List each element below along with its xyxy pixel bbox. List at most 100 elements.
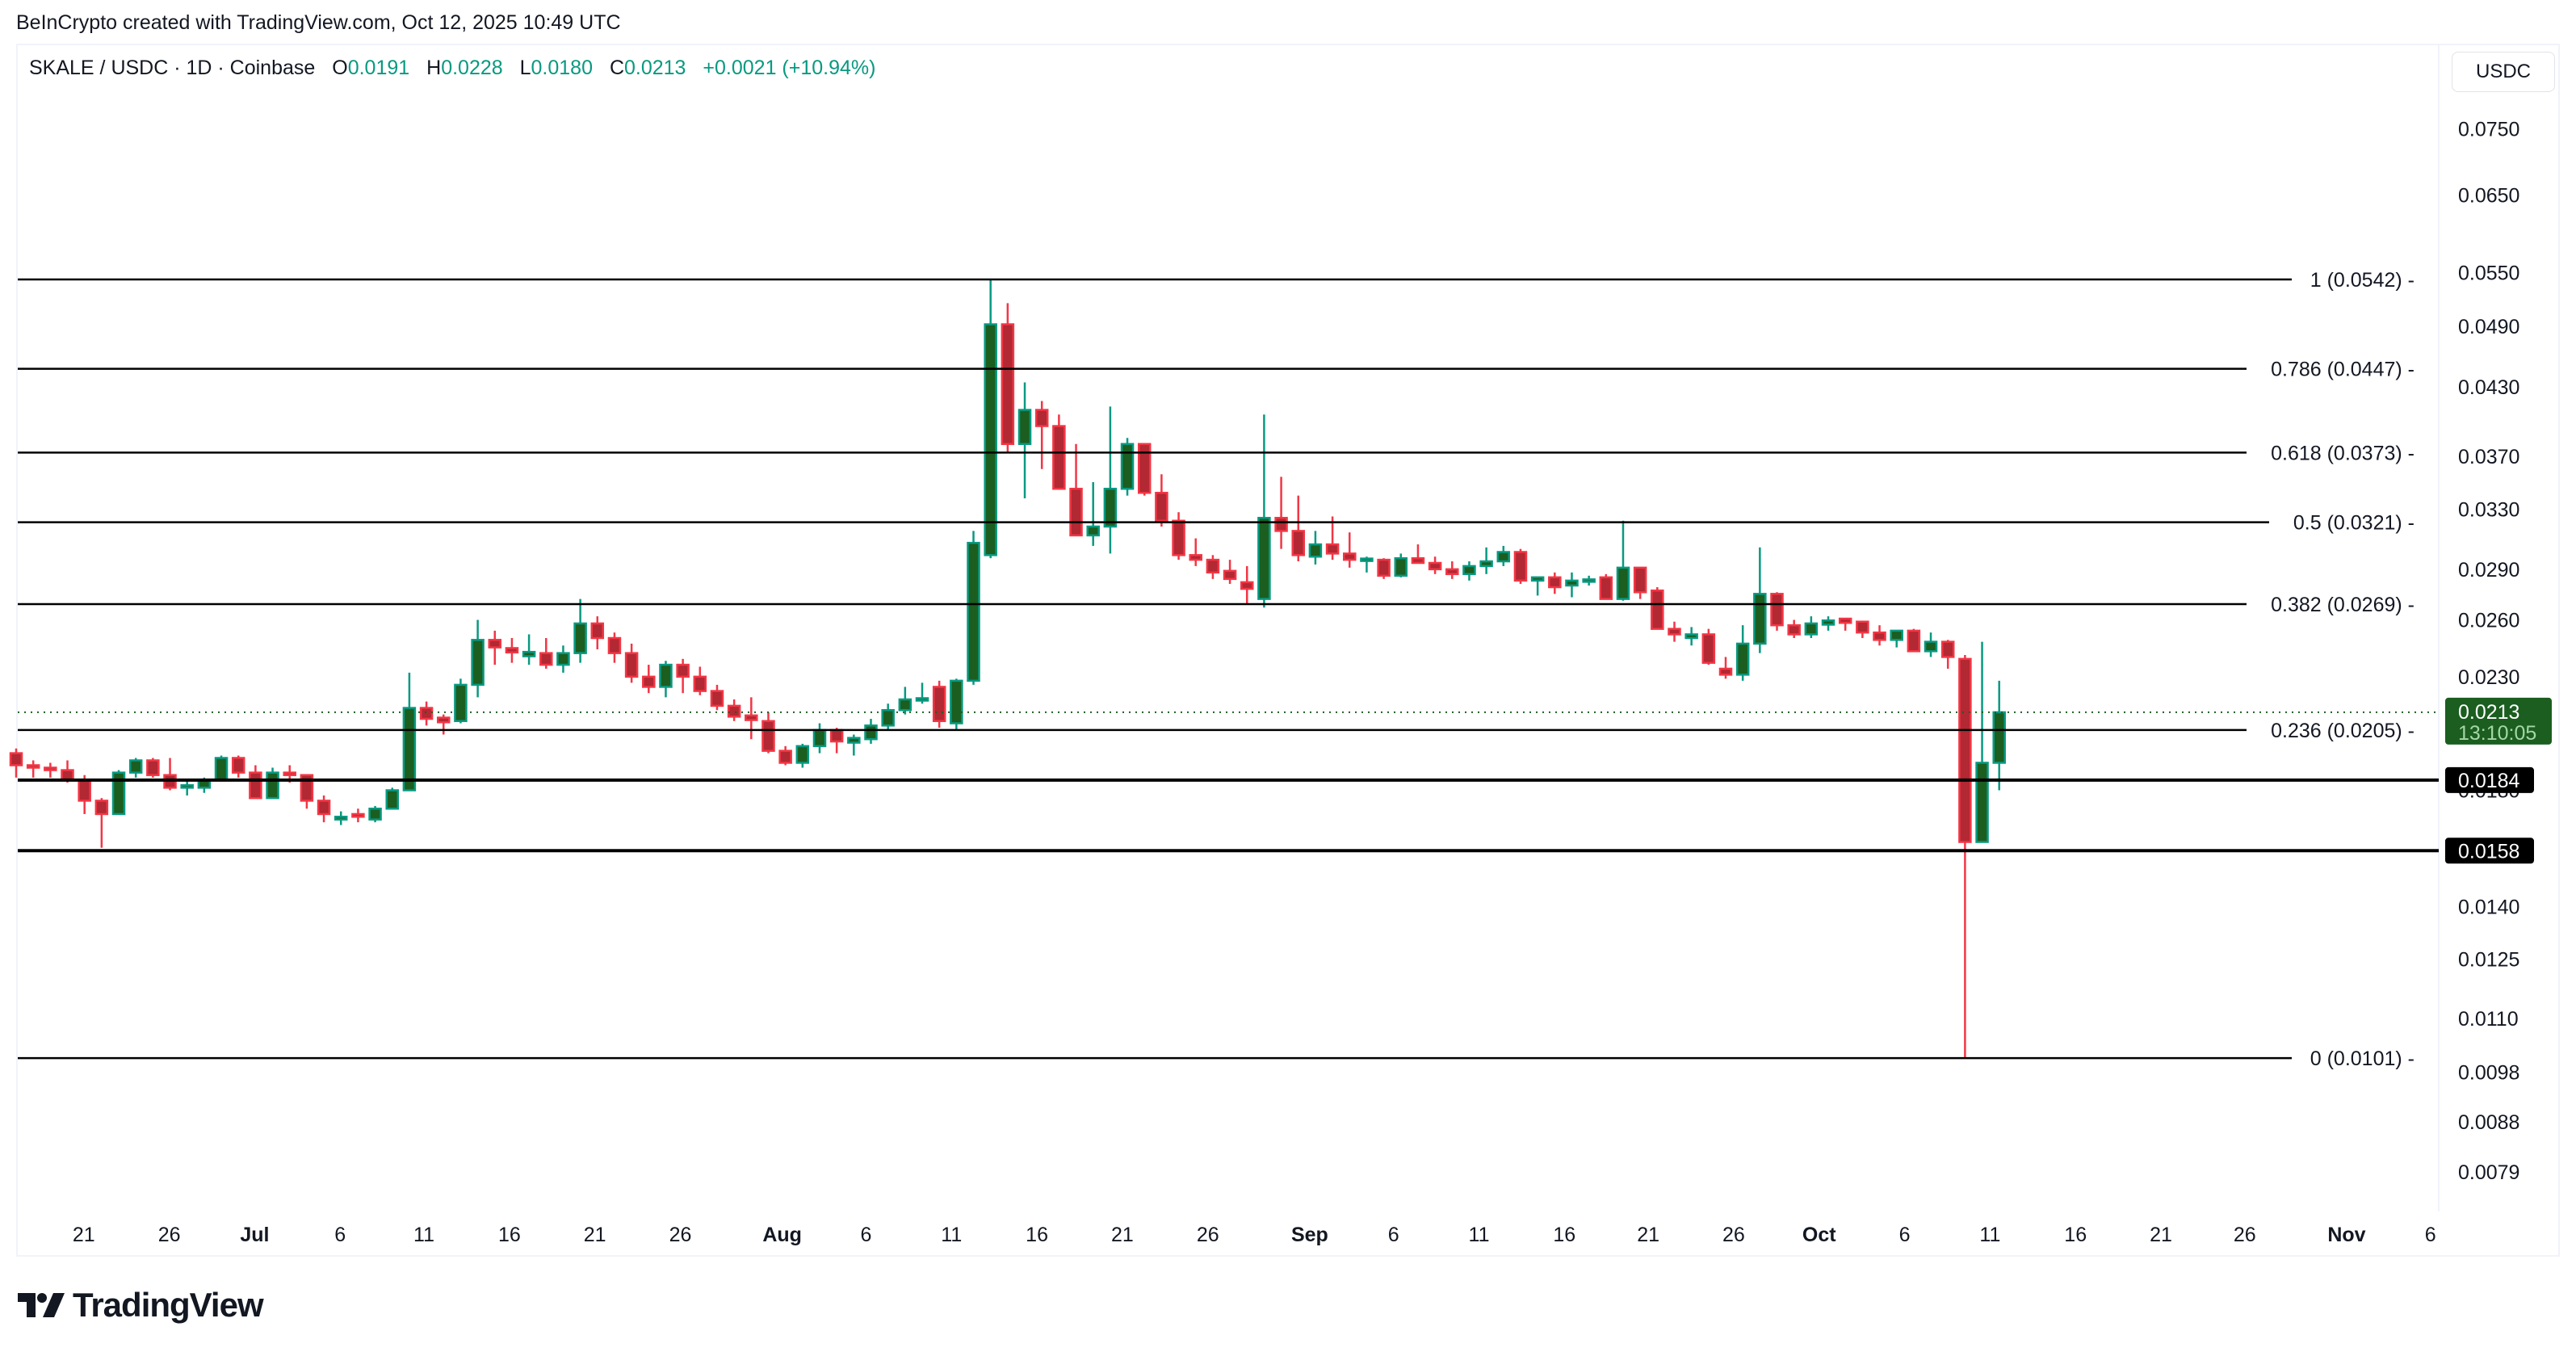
fib-level[interactable]: 0.618 (0.0373) -	[18, 442, 2414, 464]
fib-retracement[interactable]: 1 (0.0542) - 0.786 (0.0447) - 0.618 (0.037…	[18, 269, 2439, 1070]
candle[interactable]	[1411, 544, 1425, 565]
candle[interactable]	[1804, 616, 1819, 639]
fib-level[interactable]: 0 (0.0101) -	[18, 1048, 2414, 1070]
candle[interactable]	[488, 630, 502, 666]
candle[interactable]	[1890, 629, 1903, 648]
fib-level[interactable]: 0.5 (0.0321) -	[18, 512, 2414, 535]
chart-frame[interactable]	[16, 44, 2560, 1257]
candle[interactable]	[1155, 474, 1168, 527]
candle[interactable]	[1206, 555, 1220, 579]
candle[interactable]	[1343, 532, 1357, 568]
fib-level[interactable]: 1 (0.0542) -	[18, 269, 2414, 292]
candle[interactable]	[1633, 566, 1647, 599]
candle[interactable]	[898, 686, 913, 715]
candle[interactable]	[539, 638, 553, 669]
candle[interactable]	[146, 758, 160, 778]
candle[interactable]	[984, 279, 997, 559]
candle[interactable]	[266, 767, 279, 800]
candle[interactable]	[1496, 545, 1511, 566]
candle[interactable]	[1172, 512, 1185, 561]
candle[interactable]	[1428, 556, 1442, 574]
candle[interactable]	[1189, 538, 1202, 566]
candle[interactable]	[1103, 406, 1118, 554]
candle[interactable]	[1735, 625, 1750, 681]
candle[interactable]	[556, 645, 570, 673]
candle[interactable]	[26, 760, 40, 778]
candle[interactable]	[1017, 382, 1032, 498]
price-axis[interactable]: 0.0750 0.0650 0.0550 0.0490 0.0430 0.0370 0.03…	[2438, 45, 2519, 1211]
candle[interactable]	[573, 598, 587, 663]
candle[interactable]	[676, 658, 690, 694]
candle[interactable]	[624, 643, 639, 683]
candle[interactable]	[778, 745, 792, 766]
candle[interactable]	[745, 697, 758, 740]
candle[interactable]	[1958, 655, 1972, 1059]
candle[interactable]	[1616, 520, 1630, 601]
candle[interactable]	[385, 787, 399, 810]
candle[interactable]	[1001, 303, 1015, 453]
candle[interactable]	[522, 634, 536, 666]
candle[interactable]	[214, 755, 229, 782]
candle[interactable]	[1223, 560, 1237, 584]
symbol-title[interactable]: SKALE / USDC · 1D · Coinbase	[29, 57, 316, 79]
candle[interactable]	[505, 638, 519, 663]
candle[interactable]	[1052, 414, 1066, 490]
candle[interactable]	[368, 805, 382, 823]
candle[interactable]	[1718, 657, 1733, 679]
candle[interactable]	[1462, 561, 1476, 581]
candle[interactable]	[607, 632, 622, 663]
candle[interactable]	[163, 758, 177, 791]
candle[interactable]	[1668, 621, 1681, 642]
candle[interactable]	[419, 701, 434, 726]
candle[interactable]	[1770, 592, 1784, 631]
candle[interactable]	[1924, 632, 1938, 657]
candle[interactable]	[1838, 617, 1852, 631]
candle[interactable]	[1274, 477, 1288, 549]
candle[interactable]	[932, 680, 946, 728]
candle[interactable]	[94, 798, 109, 848]
candle[interactable]	[812, 723, 827, 754]
candle[interactable]	[1975, 641, 1989, 843]
candle[interactable]	[967, 531, 980, 685]
currency-button[interactable]: USDC	[2452, 52, 2555, 92]
candle[interactable]	[710, 684, 724, 711]
candle[interactable]	[881, 703, 895, 730]
candle[interactable]	[1034, 401, 1049, 469]
candle[interactable]	[1445, 561, 1459, 579]
candle[interactable]	[1907, 628, 1921, 653]
candle[interactable]	[829, 728, 844, 754]
candle[interactable]	[950, 678, 963, 730]
candle[interactable]	[1753, 547, 1767, 653]
candle[interactable]	[1240, 565, 1254, 604]
candle[interactable]	[1856, 620, 1869, 639]
candle[interactable]	[590, 616, 605, 649]
candle[interactable]	[727, 699, 741, 721]
candle[interactable]	[9, 748, 23, 778]
candle[interactable]	[1086, 481, 1100, 546]
candle[interactable]	[659, 661, 673, 698]
time-axis[interactable]: 21 26 Jul 6 11 16 21 26 Aug 6 11 16 21 26 Sep 6 11 16 21 26…	[73, 1224, 2436, 1246]
candle[interactable]	[1325, 516, 1340, 561]
candle[interactable]	[1940, 640, 1955, 669]
candle[interactable]	[351, 808, 365, 823]
candle[interactable]	[1548, 572, 1562, 594]
fib-level[interactable]: 0.382 (0.0269) -	[18, 594, 2414, 616]
candle[interactable]	[437, 714, 451, 735]
candle[interactable]	[847, 734, 861, 756]
candle[interactable]	[111, 770, 126, 816]
candle[interactable]	[1599, 573, 1613, 600]
candle[interactable]	[693, 666, 707, 695]
candle[interactable]	[1308, 531, 1323, 565]
candle[interactable]	[1479, 547, 1493, 574]
candle[interactable]	[128, 758, 143, 778]
candle[interactable]	[334, 811, 348, 825]
candle[interactable]	[180, 779, 194, 796]
candle[interactable]	[1530, 576, 1545, 596]
candle[interactable]	[864, 719, 878, 744]
candle[interactable]	[642, 665, 656, 694]
candle[interactable]	[1069, 443, 1083, 537]
candle[interactable]	[1120, 438, 1135, 496]
candle[interactable]	[1137, 443, 1152, 496]
candle[interactable]	[317, 795, 331, 823]
